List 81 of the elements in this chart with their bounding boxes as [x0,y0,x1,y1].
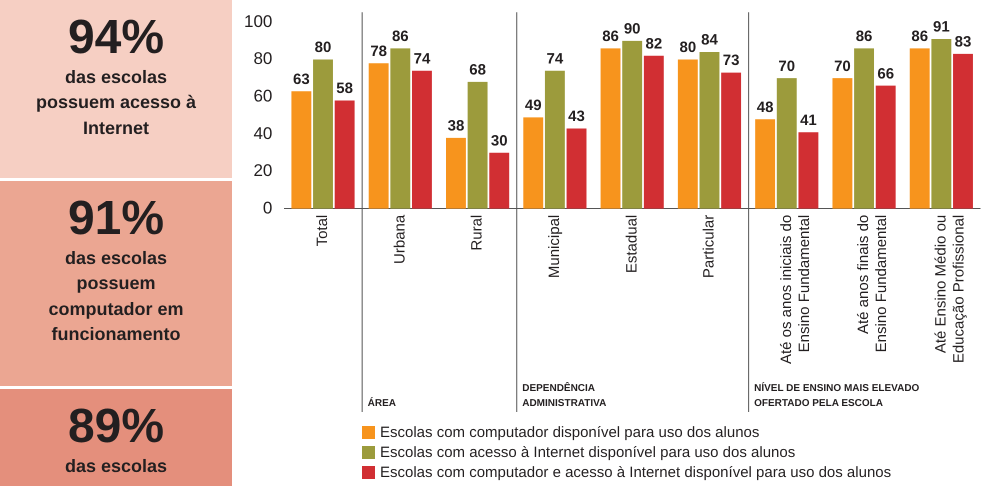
data-label: 86 [392,28,409,45]
y-tick-label: 20 [253,161,272,180]
bar [412,70,432,209]
data-label: 91 [933,18,950,36]
bar [566,128,586,209]
bar [622,40,642,209]
data-label: 82 [645,35,662,52]
data-label: 43 [568,108,585,126]
data-label: 80 [314,39,332,56]
data-label: 86 [602,28,619,45]
bar [798,132,818,209]
data-label: 38 [448,118,464,134]
text: DEPENDÊNCIA ADMINISTRATIVA [522,382,606,409]
data-label: 74 [414,50,431,68]
x-tick-label: Até anos finais do Ensino Fundamental [855,214,890,352]
data-label: 90 [624,20,641,38]
bar [700,52,720,209]
text: das escolas possuem acesso à Internet [34,66,198,140]
text: das escolas possuem computador em funcionamento [47,247,185,346]
data-label: 84 [701,32,718,49]
bar [876,86,896,209]
text: 91% [66,191,166,246]
bar [390,48,410,209]
x-tick-label: Estadual [623,214,640,274]
bar [446,138,466,209]
bar [489,152,510,209]
data-label: 78 [370,42,388,60]
x-tick-label: Municipal [546,214,564,278]
data-label: 58 [336,80,353,98]
y-tick-label: 80 [253,49,272,68]
x-tick-label: Até Ensino Médio ou Educação Profissional [932,214,968,364]
bar [854,48,874,209]
legend-label: Escolas com acesso à Internet disponível para uso dos alunos [380,444,796,462]
bar [468,82,488,209]
x-tick-label: Urbana [391,214,408,264]
x-tick-label: Particular [700,214,718,278]
y-tick-label: 40 [253,124,272,143]
x-tick-label: Até os anos iniciais do Ensino Fundamental [778,214,813,364]
y-tick-label: 60 [253,86,272,106]
bar [544,70,565,209]
data-label: 63 [293,70,310,88]
text: 89% [66,399,166,454]
bar [776,78,797,209]
text: NÍVEL DE ENSINO MAIS ELEVADO OFERTADO PELA ESCOLA [754,382,920,409]
bar [368,63,389,209]
data-label: 48 [756,98,774,116]
data-label: 70 [834,58,851,75]
data-label: 70 [778,58,796,75]
legend-label: Escolas com computador e acesso à Internet disponível para uso dos alunos [380,464,892,482]
bar [910,48,930,209]
text: 94% [66,10,166,66]
legend-label: Escolas com computador disponível para uso dos alunos [380,424,760,442]
bar [334,100,355,209]
text: ÁREA [368,397,396,409]
text: das escolas [64,455,168,478]
bar [313,60,333,209]
bar [291,91,312,209]
bar [600,48,620,209]
data-label: 30 [490,132,508,150]
data-label: 66 [877,65,894,82]
bar [678,60,698,209]
data-label: 49 [524,96,542,114]
bar [931,38,952,209]
data-label: 86 [911,28,928,45]
data-label: 86 [856,28,872,45]
bar [953,54,973,209]
bar [523,117,544,209]
bar [721,72,742,209]
data-label: 80 [679,39,696,56]
data-label: 68 [469,62,486,79]
x-tick-label: Rural [468,214,486,251]
data-label: 83 [954,34,972,51]
y-tick-label: 100 [244,12,272,31]
bar [644,56,664,209]
x-tick-label: Total [314,214,332,246]
bar [755,119,776,209]
data-label: 74 [546,50,564,68]
data-label: 73 [722,52,740,70]
bar [832,78,852,209]
data-label: 41 [800,112,817,129]
y-tick-label: 0 [262,198,272,218]
